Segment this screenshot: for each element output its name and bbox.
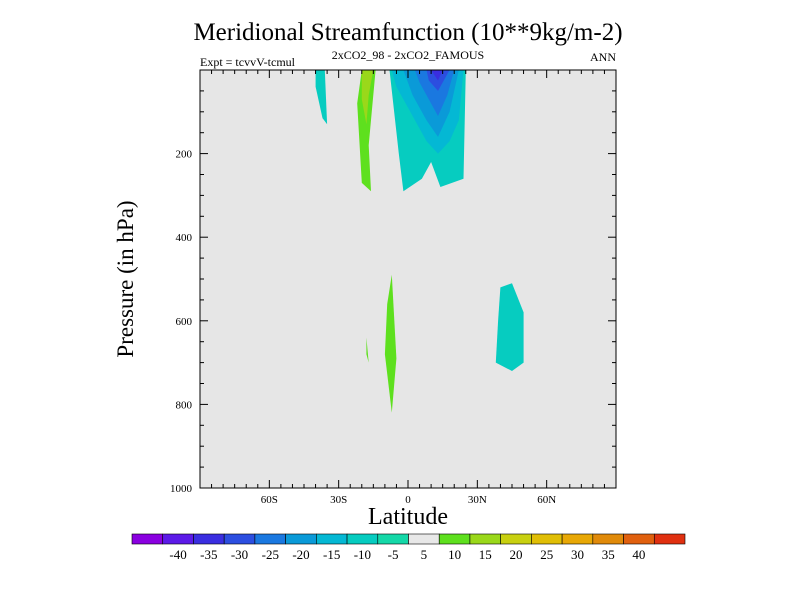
colorbar-label: 15: [479, 547, 492, 562]
colorbar-label: 25: [540, 547, 553, 562]
colorbar-label: -15: [323, 547, 340, 562]
colorbar-swatch: [162, 533, 194, 545]
colorbar-swatch: [469, 533, 501, 545]
x-tick-label: 30S: [330, 494, 347, 506]
x-tick-label: 30N: [468, 494, 487, 506]
colorbar-swatch: [408, 533, 440, 545]
colorbar-label: 35: [602, 547, 615, 562]
colorbar-label: -10: [354, 547, 371, 562]
colorbar-swatch: [653, 533, 686, 545]
colorbar-label: 10: [448, 547, 461, 562]
y-tick-label: 1000: [170, 483, 193, 495]
colorbar-label: 5: [421, 547, 428, 562]
contour-region-2: [315, 70, 328, 125]
experiment-label: Expt = tcvvV-tcmul: [200, 55, 296, 69]
colorbar-swatch: [223, 533, 256, 545]
colorbar-swatch: [193, 533, 225, 545]
colorbar-label: -35: [200, 547, 217, 562]
x-axis-label: Latitude: [368, 504, 448, 530]
colorbar-label: -5: [388, 547, 399, 562]
colorbar-swatch: [131, 533, 164, 545]
contour-region-10: [366, 337, 369, 363]
chart-title: Meridional Streamfunction (10**9kg/m-2): [193, 19, 622, 46]
colorbar: -40 -35 -30 -25 -20 -15 -10 -5 5 10 15 20 25 30 35 40: [131, 533, 686, 562]
contour-region-9: [384, 274, 397, 413]
colorbar-swatch: [377, 533, 409, 545]
contour-region-11: [495, 283, 524, 371]
y-tick-label: 200: [176, 149, 193, 161]
contour-region-1: [361, 70, 374, 125]
x-tick-label: 60S: [261, 494, 278, 506]
y-tick-label: 800: [176, 399, 193, 411]
colorbar-swatch: [254, 533, 286, 545]
colorbar-swatch: [438, 533, 471, 545]
contour-region-6: [414, 70, 455, 116]
colorbar-swatch: [346, 533, 379, 545]
x-tick-label: 0: [405, 494, 411, 506]
colorbar-label: -25: [262, 547, 279, 562]
colorbar-label: 30: [571, 547, 584, 562]
colorbar-swatch: [531, 533, 563, 545]
colorbar-label: 20: [510, 547, 523, 562]
colorbar-swatch: [623, 533, 655, 545]
contour-region-7: [426, 70, 450, 91]
colorbar-swatch: [561, 533, 594, 545]
colorbar-swatch: [316, 533, 348, 545]
contour-region-8: [431, 70, 443, 81]
colorbar-swatch: [592, 533, 624, 545]
y-tick-label: 600: [176, 316, 193, 328]
colorbar-label: 40: [632, 547, 645, 562]
colorbar-label: -30: [231, 547, 248, 562]
colorbar-label: -40: [169, 547, 186, 562]
colorbar-swatch: [285, 533, 317, 545]
comparison-label: 2xCO2_98 - 2xCO2_FAMOUS: [332, 48, 484, 62]
y-tick-label: 400: [176, 232, 193, 244]
x-tick-label: 60N: [537, 494, 556, 506]
plot-area: 60S 30S 0 30N 60N 200 400 600 800 1000: [170, 69, 617, 506]
colorbar-swatch: [500, 533, 532, 545]
y-axis-label: Pressure (in hPa): [113, 200, 138, 357]
season-label: ANN: [590, 50, 616, 64]
contour-region-0: [357, 70, 376, 192]
colorbar-label: -20: [292, 547, 309, 562]
